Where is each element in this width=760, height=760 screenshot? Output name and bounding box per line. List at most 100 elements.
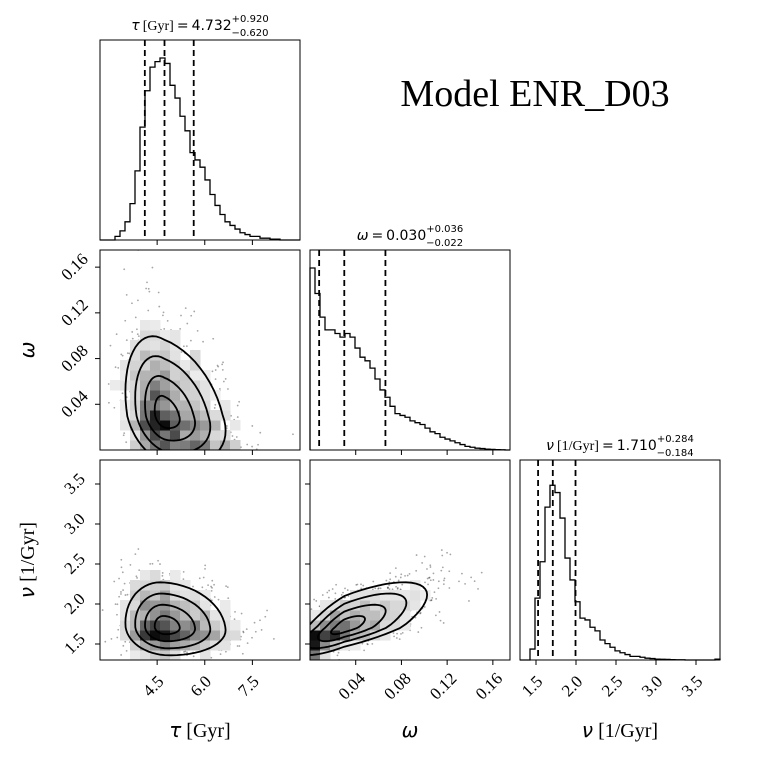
scatter-point	[189, 339, 192, 342]
contour-nu_vs_tau-2	[134, 592, 212, 650]
density-cell	[360, 590, 371, 601]
density-cell	[390, 600, 401, 611]
scatter-point	[116, 603, 119, 606]
scatter-point	[113, 406, 116, 409]
axis-symbol: τ	[169, 718, 182, 742]
scatter-point	[225, 585, 228, 588]
scatter-point	[225, 425, 228, 427]
scatter-point	[162, 311, 165, 314]
density-cell	[200, 640, 211, 651]
scatter-point	[201, 586, 204, 589]
scatter-point	[226, 586, 229, 588]
scatter-point	[120, 558, 123, 561]
density-cell	[130, 640, 141, 651]
density-cell	[190, 590, 201, 601]
scatter-point	[134, 553, 137, 556]
scatter-point	[371, 642, 374, 645]
density-cell	[340, 630, 351, 641]
density-cell	[130, 650, 141, 660]
scatter-point	[137, 548, 140, 550]
scatter-point	[423, 555, 426, 558]
title-err-plus: +0.284	[657, 434, 694, 445]
density-cell	[150, 340, 161, 351]
y-tick-label-nu: 2.5	[60, 549, 88, 577]
scatter-point	[135, 575, 138, 578]
density-cell	[380, 630, 391, 641]
density-cell	[350, 640, 361, 651]
scatter-point	[442, 583, 445, 586]
density-cell	[120, 360, 131, 371]
scatter-point	[123, 582, 126, 585]
scatter-point	[146, 281, 148, 284]
density-cell	[370, 630, 381, 641]
density-cell	[180, 590, 191, 601]
density-cell	[140, 380, 151, 391]
scatter-point	[126, 593, 129, 596]
scatter-point	[361, 642, 364, 645]
density-cell	[350, 620, 361, 631]
scatter-point	[426, 568, 428, 570]
title-unit: [Gyr]	[143, 19, 174, 34]
density-cell	[120, 410, 131, 421]
density-cell	[170, 620, 181, 631]
x-tick-label-omega: 0.04	[335, 669, 370, 704]
density-cell	[190, 630, 201, 641]
scatter-point	[131, 337, 134, 340]
scatter-point	[360, 587, 363, 590]
density-cell	[180, 430, 191, 441]
scatter-point	[438, 611, 441, 613]
density-cell	[140, 420, 151, 431]
scatter-point	[388, 584, 391, 587]
scatter-point	[394, 567, 397, 570]
scatter-point	[166, 319, 169, 322]
scatter-point	[439, 619, 442, 622]
scatter-point	[396, 587, 399, 589]
density-cell	[150, 610, 161, 621]
density-cell	[390, 620, 401, 631]
scatter-point	[340, 594, 343, 596]
scatter-point	[458, 580, 460, 583]
panel-frame-0-0	[99, 39, 301, 241]
panel-frame-1-0	[99, 249, 301, 451]
title-median: 0.030	[386, 228, 426, 244]
density-cell	[150, 420, 161, 431]
scatter-point	[430, 599, 433, 602]
density-cell	[350, 610, 361, 621]
scatter-point	[218, 387, 221, 390]
panel-nu_vs_tau	[101, 548, 275, 660]
scatter-point	[128, 352, 131, 355]
scatter-point	[242, 630, 245, 633]
density-cell	[160, 340, 171, 351]
density-cell	[390, 590, 401, 601]
axis-unit: [1/Gyr]	[598, 720, 658, 742]
scatter-point	[377, 587, 380, 590]
density-cell	[220, 640, 231, 651]
scatter-point	[415, 554, 418, 556]
scatter-point	[184, 307, 187, 309]
scatter-point	[113, 580, 116, 583]
scatter-point	[131, 302, 133, 305]
density-cell	[190, 390, 201, 401]
contour-omega_vs_tau-3	[124, 335, 227, 450]
axis-symbol: ν	[15, 587, 39, 598]
scatter-point	[480, 571, 483, 574]
scatter-point	[234, 610, 236, 613]
scatter-point	[343, 596, 346, 599]
scatter-point	[157, 559, 159, 562]
scatter-point	[196, 329, 199, 332]
title-err-minus: −0.022	[426, 238, 463, 249]
scatter-point	[396, 587, 399, 590]
scatter-point	[108, 401, 110, 404]
panel-frame-2-0	[99, 459, 301, 661]
density-cell	[160, 350, 171, 361]
scatter-point	[437, 587, 440, 590]
scatter-point	[448, 570, 451, 573]
scatter-point	[434, 614, 437, 617]
axis-unit: [1/Gyr]	[17, 522, 39, 582]
density-cell	[320, 640, 331, 651]
histogram-title-tau: τ [Gyr] = 4.732+0.920 −0.620	[131, 14, 268, 39]
histogram-tau	[100, 57, 300, 241]
scatter-point	[292, 433, 294, 436]
scatter-point	[157, 291, 160, 294]
